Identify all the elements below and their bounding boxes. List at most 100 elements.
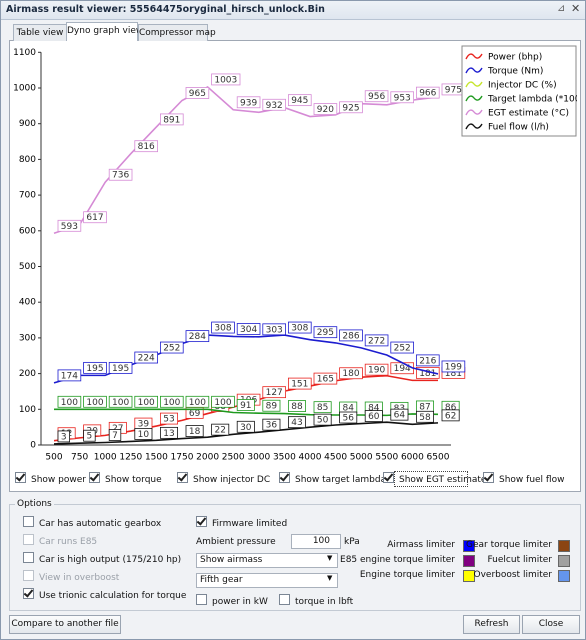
value-label: 7 [112, 431, 118, 441]
value-label-box [134, 351, 159, 364]
value-label-box [83, 429, 96, 442]
checkbox-label: Show power [31, 475, 86, 485]
value-label: 174 [61, 371, 78, 381]
y-tick-label: 400 [19, 298, 36, 308]
checkbox[interactable]: power in kW [196, 594, 268, 608]
value-label: 195 [112, 364, 129, 374]
button[interactable]: Compare to another file [9, 615, 121, 634]
value-label: 945 [291, 96, 308, 106]
dropdown[interactable]: Show airmass [196, 553, 338, 568]
value-label-box [134, 140, 159, 153]
value-label: 194 [394, 364, 411, 374]
ambient-input[interactable]: 100 [291, 534, 341, 549]
value-label-box [441, 360, 466, 373]
value-label: 30 [240, 423, 252, 433]
checkbox-label: Firmware limited [212, 519, 288, 529]
tab[interactable]: Table view [13, 24, 67, 41]
tab[interactable]: Dyno graph view [66, 22, 143, 41]
value-label-box [415, 86, 440, 99]
x-tick-label: 1250 [119, 453, 142, 463]
button[interactable]: Close [522, 615, 580, 634]
x-tick-label: 750 [71, 453, 88, 463]
value-label: 816 [138, 142, 155, 152]
checkbox: View in overboost [23, 570, 119, 584]
checkbox[interactable]: torque in lbft [279, 594, 353, 608]
value-label: 3 [61, 432, 67, 442]
value-label-box [159, 113, 184, 126]
checkbox-label: Car has automatic gearbox [39, 519, 162, 529]
value-label: 100 [86, 398, 103, 408]
checkbox-box [177, 472, 188, 483]
options-title: Options [15, 499, 54, 509]
value-label: 64 [394, 411, 406, 421]
checkbox-label: Car runs E85 [39, 537, 98, 547]
value-label-box [287, 321, 312, 334]
value-label-box [262, 323, 287, 336]
value-label-box [211, 423, 230, 436]
value-label: 5 [87, 432, 93, 442]
checkbox-label: Show target lambda [295, 475, 387, 485]
x-tick-label: 1500 [145, 453, 168, 463]
checkbox[interactable]: Use trionic calculation for torque [23, 588, 186, 602]
limiter-swatch [463, 555, 475, 567]
value-label: 69 [189, 409, 201, 419]
value-label-box [313, 326, 338, 339]
x-tick-label: 1000 [94, 453, 117, 463]
close-button[interactable]: ✕ [571, 2, 581, 15]
value-label: 27 [112, 424, 123, 434]
value-label: 180 [342, 369, 359, 379]
value-label: 91 [240, 401, 251, 411]
checkbox[interactable]: Show target lambda [279, 472, 386, 486]
value-label-box [159, 341, 184, 354]
value-label: 100 [189, 398, 206, 408]
value-label: 87 [419, 402, 430, 412]
x-tick-label: 4000 [299, 453, 322, 463]
value-label-box [236, 323, 261, 335]
value-label: 181 [445, 369, 462, 379]
y-tick-label: 200 [19, 369, 36, 379]
limiter-label: E85 engine torque limiter [340, 555, 455, 565]
checkbox-box [15, 472, 26, 483]
legend-swatch [465, 81, 483, 88]
value-label: 18 [189, 427, 201, 437]
options-group [9, 504, 581, 611]
ambient-unit: kPa [344, 537, 360, 547]
checkbox[interactable]: Car has automatic gearbox [23, 516, 161, 530]
value-label-box [339, 329, 363, 342]
checkbox-box [23, 588, 34, 599]
checkbox[interactable]: Firmware limited [196, 516, 287, 530]
series-line [53, 421, 439, 445]
checkbox[interactable]: Show power [15, 472, 86, 486]
y-tick-label: 300 [19, 333, 36, 343]
limiter-swatch [463, 540, 475, 552]
pin-button[interactable]: ⊿ [557, 3, 566, 14]
value-label-box [211, 73, 241, 86]
value-label: 295 [317, 328, 334, 338]
checkbox-label: torque in lbft [295, 597, 354, 607]
checkbox[interactable]: Show torque [89, 472, 162, 486]
value-label: 593 [61, 222, 78, 232]
value-label: 1003 [214, 75, 237, 85]
value-label: 53 [163, 415, 174, 425]
value-label-box [185, 395, 210, 408]
value-label: 965 [189, 89, 206, 99]
limiter-label: Airmass limiter [387, 540, 455, 550]
focus-rect [394, 471, 468, 487]
value-label-box [313, 401, 332, 414]
value-label-box [108, 395, 133, 408]
button[interactable]: Refresh [463, 615, 520, 634]
value-label: 43 [291, 418, 302, 428]
limiter-swatch [463, 570, 475, 582]
value-label-box [57, 395, 82, 408]
checkbox[interactable]: Show fuel flow [483, 472, 564, 486]
value-label: 181 [419, 369, 436, 379]
dropdown[interactable]: Fifth gear [196, 573, 338, 588]
checkbox[interactable]: Show injector DC [177, 472, 270, 486]
value-label: 284 [189, 332, 206, 342]
tab[interactable]: Compressor map [138, 24, 216, 41]
value-label-box [262, 98, 287, 111]
checkbox[interactable]: Car is high output (175/210 hp) [23, 552, 181, 566]
x-tick-label: 3500 [273, 453, 296, 463]
checkbox[interactable]: Show EGT estimate [383, 472, 486, 486]
